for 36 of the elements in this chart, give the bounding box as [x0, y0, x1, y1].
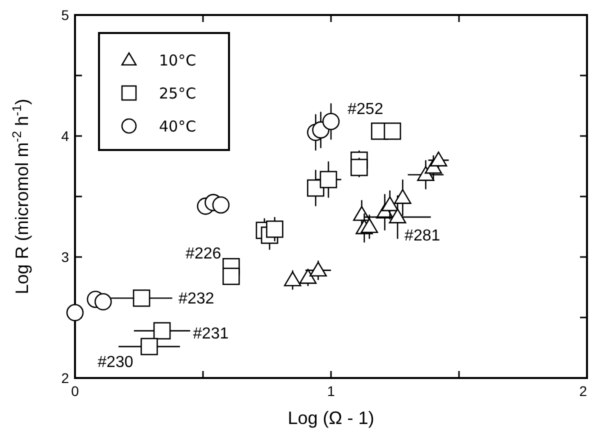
legend-label: 10°C: [159, 51, 196, 70]
annotation: #231: [193, 325, 229, 342]
point: [360, 218, 378, 233]
point: [388, 208, 406, 224]
point: [384, 122, 402, 140]
point: [266, 220, 284, 238]
x-axis-title: Log (Ω - 1): [288, 408, 374, 428]
x-tick-label: 0: [71, 383, 80, 399]
point: [299, 268, 317, 284]
point: [284, 271, 302, 286]
y-tick-label: 5: [61, 6, 70, 23]
annotation: #252: [348, 100, 384, 118]
point: [394, 189, 412, 204]
point: [94, 293, 112, 310]
point: [153, 322, 171, 340]
point: [381, 196, 399, 212]
y-tick-label: 4: [61, 128, 70, 144]
y-tick-label: 3: [61, 248, 70, 265]
annotation: #281: [404, 228, 440, 245]
point: [212, 196, 230, 214]
point: [350, 158, 368, 176]
point: [310, 262, 327, 277]
annotation: #230: [98, 354, 134, 372]
x-tick-label: 1: [327, 383, 336, 399]
x-tick-label: 2: [579, 383, 588, 399]
annotation: #232: [178, 290, 214, 308]
point: [222, 268, 240, 286]
point: [322, 112, 340, 130]
point: [66, 304, 84, 322]
legend-label: 25°C: [159, 84, 196, 102]
point: [140, 338, 158, 356]
point: [132, 289, 150, 307]
point: [320, 170, 338, 188]
annotation: #226: [186, 245, 222, 262]
y-tick-label: 2: [61, 370, 70, 386]
legend-label: 40°C: [159, 117, 196, 136]
